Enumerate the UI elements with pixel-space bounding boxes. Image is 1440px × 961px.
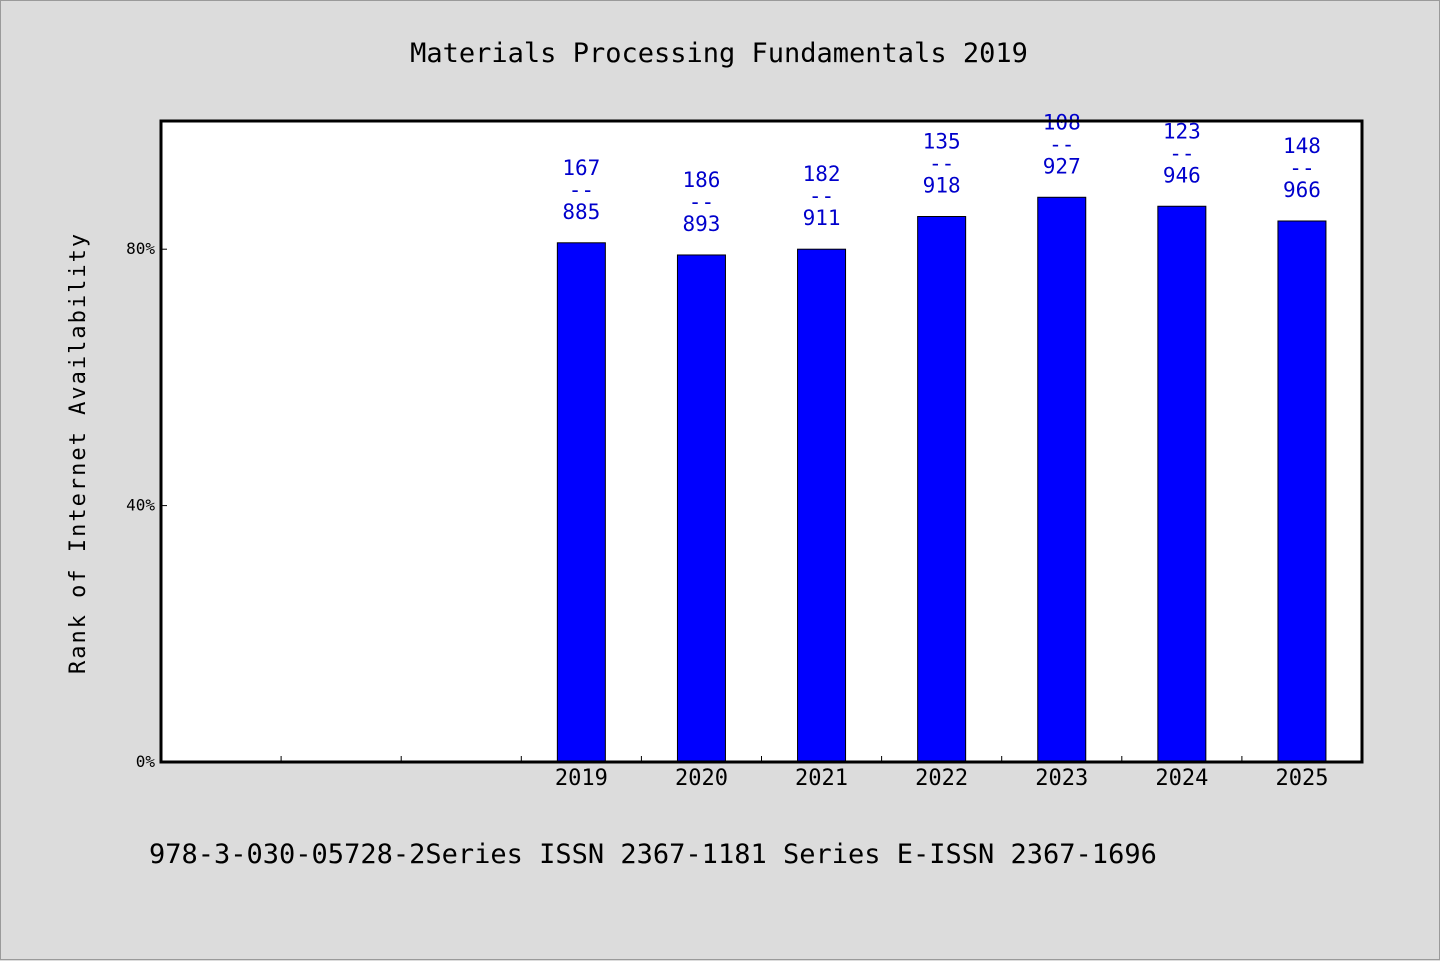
data-label-line: 927 (1043, 154, 1081, 178)
data-label-line: 918 (923, 174, 961, 198)
data-label-line: -- (1169, 141, 1194, 165)
data-label-line: 135 (923, 130, 961, 154)
data-label-line: 167 (562, 156, 600, 180)
data-label-line: 911 (803, 206, 841, 230)
y-tick-label: 80% (126, 239, 155, 258)
data-label-line: -- (569, 178, 594, 202)
data-label-line: 148 (1283, 134, 1321, 158)
x-tick-label: 2019 (555, 766, 608, 791)
footnote: 978-3-030-05728-2Series ISSN 2367-1181 S… (149, 839, 1157, 870)
data-label-line: 946 (1163, 163, 1201, 187)
x-tick-label: 2024 (1155, 766, 1208, 791)
y-axis-ticks: 0% 40% 80% (126, 239, 167, 771)
data-label-2021: 182--911 (803, 162, 841, 230)
data-label-line: -- (1049, 132, 1074, 156)
bar-2022 (917, 216, 967, 763)
bar-2020 (676, 254, 726, 763)
x-tick-label: 2020 (675, 766, 728, 791)
data-label-line: 966 (1283, 178, 1321, 202)
bar-2021 (797, 248, 847, 763)
data-label-2023: 108--927 (1043, 110, 1081, 178)
x-tick-label: 2022 (915, 766, 968, 791)
data-label-line: -- (689, 190, 714, 214)
data-label-2022: 135--918 (923, 130, 961, 198)
y-tick-label: 40% (126, 496, 155, 515)
data-labels-layer: 167--885186--893182--911135--918108--927… (562, 110, 1321, 236)
y-tick-label: 0% (136, 752, 156, 771)
data-label-line: 885 (562, 200, 600, 224)
bars-layer (556, 196, 1327, 763)
x-axis-ticks: 2019 2020 2021 2022 2023 2024 2025 (280, 756, 1328, 791)
x-tick-label: 2023 (1035, 766, 1088, 791)
chart-title: Materials Processing Fundamentals 2019 (410, 38, 1028, 69)
plot-frame (159, 119, 1364, 764)
x-tick-label: 2025 (1275, 766, 1328, 791)
y-axis-label: Rank of Internet Availability (66, 232, 91, 674)
data-label-line: -- (809, 184, 834, 208)
x-tick-label: 2021 (795, 766, 848, 791)
data-label-line: -- (929, 152, 954, 176)
data-label-2025: 148--966 (1283, 134, 1321, 202)
data-label-2024: 123--946 (1163, 119, 1201, 187)
data-label-line: 186 (682, 168, 720, 192)
bar-2019 (556, 242, 606, 763)
data-label-2020: 186--893 (682, 168, 720, 236)
data-label-line: 182 (803, 162, 841, 186)
data-label-line: 123 (1163, 119, 1201, 143)
bar-2023 (1037, 196, 1087, 763)
data-label-line: 893 (682, 212, 720, 236)
bar-2025 (1277, 220, 1327, 763)
data-label-2019: 167--885 (562, 156, 600, 224)
data-label-line: -- (1289, 156, 1314, 180)
bar-2024 (1157, 205, 1207, 763)
